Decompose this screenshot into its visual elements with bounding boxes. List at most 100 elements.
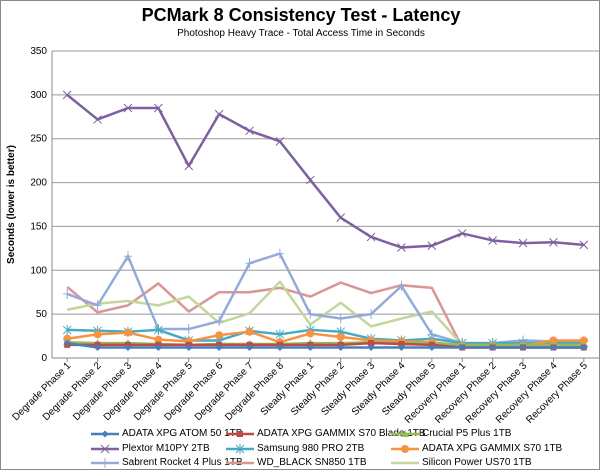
legend-swatch [391, 444, 419, 453]
legend-item: Samsung 980 PRO 2TB [226, 443, 364, 454]
data-point [63, 339, 71, 347]
series-line [67, 328, 584, 345]
y-tick-label: 150 [30, 221, 47, 232]
legend-swatch [391, 461, 419, 464]
data-point [336, 313, 345, 324]
data-point [100, 444, 110, 453]
data-point [275, 329, 285, 340]
data-point [579, 336, 588, 345]
series-line [67, 341, 584, 349]
legend-item: ADATA XPG GAMMIX S70 1TB [391, 443, 562, 454]
legend-item: Silicon Power US70 1TB [391, 457, 532, 468]
data-point [94, 343, 102, 351]
data-point [154, 103, 163, 113]
data-point [93, 115, 102, 124]
legend-item: Plextor M10PY 2TB [91, 443, 210, 454]
y-tick-label: 250 [30, 134, 47, 145]
data-point [246, 343, 254, 351]
data-point [154, 324, 163, 335]
chart-subtitle: Photoshop Heavy Trace - Total Access Tim… [177, 28, 425, 39]
data-point [336, 213, 346, 223]
legend-item: Sabrent Rocket 4 Plus 1TB [91, 457, 243, 468]
series-adata-xpg-atom-50-1tb [63, 339, 588, 351]
y-tick-label: 0 [41, 353, 47, 364]
data-point [306, 329, 315, 338]
legend-label: ADATA XPG ATOM 50 1TB [122, 428, 243, 439]
legend-item: ADATA XPG GAMMIX S70 Blade 1TB [226, 428, 426, 439]
legend-swatch [226, 430, 254, 437]
legend-label: WD_BLACK SN850 1TB [257, 457, 367, 468]
data-point [427, 241, 437, 251]
legend-label: Samsung 980 PRO 2TB [257, 443, 365, 454]
data-point [457, 229, 467, 238]
data-point [235, 443, 245, 454]
data-point [62, 90, 72, 100]
data-point [184, 161, 194, 171]
legend-swatch [226, 443, 254, 454]
data-point [401, 444, 409, 453]
data-point [519, 343, 527, 351]
data-point [488, 236, 497, 245]
chart-title: PCMark 8 Consistency Test - Latency [141, 5, 461, 25]
data-point [397, 243, 406, 252]
data-point [401, 429, 409, 437]
data-point [397, 281, 406, 292]
data-point [458, 343, 466, 351]
data-point [214, 109, 224, 119]
data-point [215, 331, 224, 340]
data-point [580, 343, 588, 351]
data-point [549, 343, 557, 351]
data-point [185, 343, 193, 351]
y-axis-label: Seconds (lower is better) [6, 145, 17, 264]
legend-item: Crucial P5 Plus 1TB [391, 428, 511, 439]
x-tick-label: Steady Phase 3 [319, 360, 377, 418]
data-point [368, 340, 375, 347]
legend-label: ADATA XPG GAMMIX S70 1TB [422, 443, 563, 454]
data-point [275, 248, 284, 259]
data-point [154, 335, 163, 344]
data-point [336, 332, 345, 341]
data-point [124, 343, 132, 351]
data-point [518, 238, 528, 248]
legend-swatch [391, 429, 419, 437]
data-point [275, 136, 285, 146]
data-point [366, 232, 376, 242]
legend-label: Crucial P5 Plus 1TB [422, 428, 512, 439]
y-tick-label: 200 [30, 178, 47, 189]
data-point [397, 343, 405, 351]
data-point [123, 328, 132, 337]
data-point [367, 309, 376, 320]
legend-label: Sabrent Rocket 4 Plus 1TB [122, 457, 243, 468]
legend-swatch [226, 461, 254, 464]
series-line [66, 93, 584, 249]
x-tick-label: Steady Phase 4 [350, 360, 408, 418]
legend-swatch [91, 444, 119, 453]
data-point [237, 430, 243, 437]
data-point [579, 240, 589, 250]
data-point [428, 343, 436, 351]
y-tick-label: 350 [30, 46, 47, 57]
data-point [123, 251, 132, 262]
y-tick-label: 50 [36, 309, 48, 320]
data-point [245, 258, 254, 269]
y-tick-label: 300 [30, 90, 47, 101]
series-plextor-m10py-2tb [62, 90, 589, 252]
data-point [123, 103, 133, 113]
data-point [93, 330, 102, 339]
data-point [305, 175, 315, 185]
data-point [337, 343, 345, 351]
data-point [489, 343, 497, 351]
legend-item: ADATA XPG ATOM 50 1TB [91, 428, 242, 439]
data-point [62, 324, 72, 335]
legend-label: Plextor M10PY 2TB [122, 443, 210, 454]
legend-swatch [91, 457, 119, 468]
data-point [184, 324, 193, 335]
x-tick-label: Steady Phase 5 [380, 360, 438, 418]
data-point [276, 343, 284, 351]
data-point [245, 327, 254, 336]
y-tick-label: 100 [30, 265, 47, 276]
data-point [215, 316, 224, 327]
data-point [215, 343, 223, 351]
